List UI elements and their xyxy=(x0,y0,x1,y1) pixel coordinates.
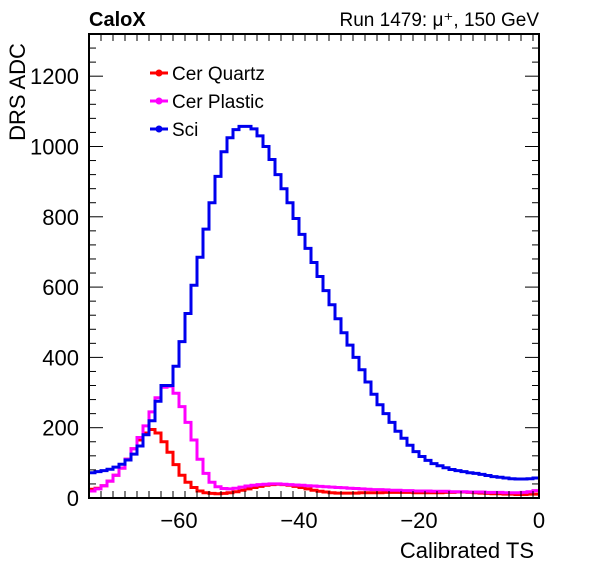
legend-marker-cer-plastic xyxy=(155,97,163,105)
y-tick-label: 400 xyxy=(42,345,79,370)
y-tick-label: 600 xyxy=(42,275,79,300)
legend-marker-cer-quartz xyxy=(155,69,163,77)
x-tick-label: 0 xyxy=(533,508,545,533)
legend-marker-sci xyxy=(155,125,163,133)
series-line-cer-plastic xyxy=(89,384,539,495)
series-line-sci xyxy=(89,124,539,481)
y-tick-label: 200 xyxy=(42,416,79,441)
y-tick-label: 800 xyxy=(42,205,79,230)
plot-area: −60 −40 −20 0 0 200 400 600 800 1000 1200 Cer Quart… xyxy=(30,33,545,533)
x-tick-label: −60 xyxy=(160,508,197,533)
x-tick-label: −40 xyxy=(280,508,317,533)
legend-label-cer-quartz: Cer Quartz xyxy=(172,64,265,85)
plot-frame xyxy=(88,33,540,499)
legend-label-sci: Sci xyxy=(172,120,198,141)
y-tick-label: 1000 xyxy=(30,134,79,159)
y-axis-label: DRS ADC xyxy=(5,43,30,141)
x-tick-label: −20 xyxy=(400,508,437,533)
y-tick-label: 1200 xyxy=(30,64,79,89)
experiment-label: CaloX xyxy=(89,9,146,31)
y-tick-label: 0 xyxy=(67,486,79,511)
legend-label-cer-plastic: Cer Plastic xyxy=(172,92,264,113)
x-axis-label: Calibrated TS xyxy=(400,538,534,563)
run-info-label: Run 1479: μ⁺, 150 GeV xyxy=(340,10,540,31)
